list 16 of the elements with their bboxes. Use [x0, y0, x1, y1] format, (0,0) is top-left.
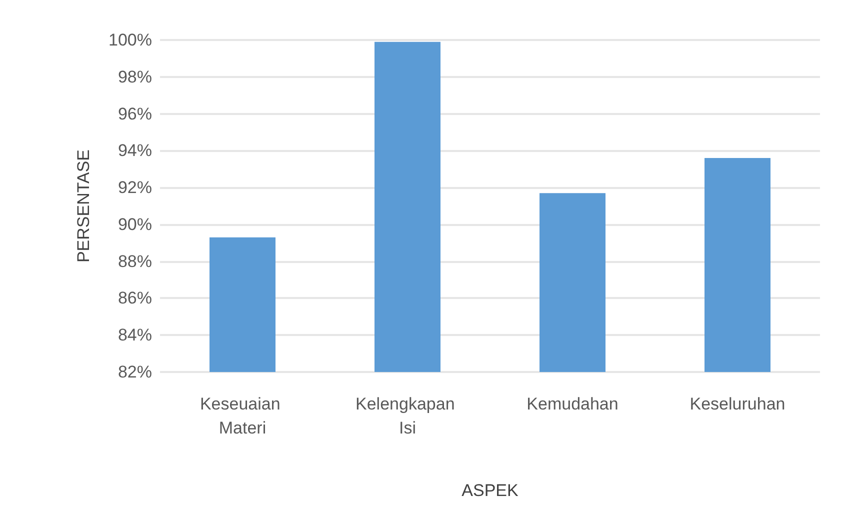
y-tick-label: 88% — [118, 252, 152, 271]
y-tick-label: 84% — [118, 326, 152, 345]
x-tick-label: Kemudahan — [526, 394, 618, 414]
y-tick-label: 90% — [118, 214, 152, 234]
x-axis-title: ASPEK — [462, 481, 520, 500]
y-tick-label: 86% — [118, 288, 152, 308]
y-tick-label: 96% — [118, 104, 152, 124]
y-tick-label: 92% — [118, 178, 152, 198]
y-tick-label: 82% — [118, 362, 152, 382]
y-tick-label: 98% — [118, 67, 152, 86]
y-axis-title: PERSENTASE — [74, 149, 93, 263]
y-tick-label: 94% — [118, 141, 152, 160]
y-tick-label: 100% — [108, 30, 152, 50]
x-tick-label: Keseuaian Materi — [200, 394, 286, 438]
x-tick-label: Kelengkapan Isi — [356, 394, 460, 438]
x-tick-label: Keseluruhan — [690, 394, 786, 414]
